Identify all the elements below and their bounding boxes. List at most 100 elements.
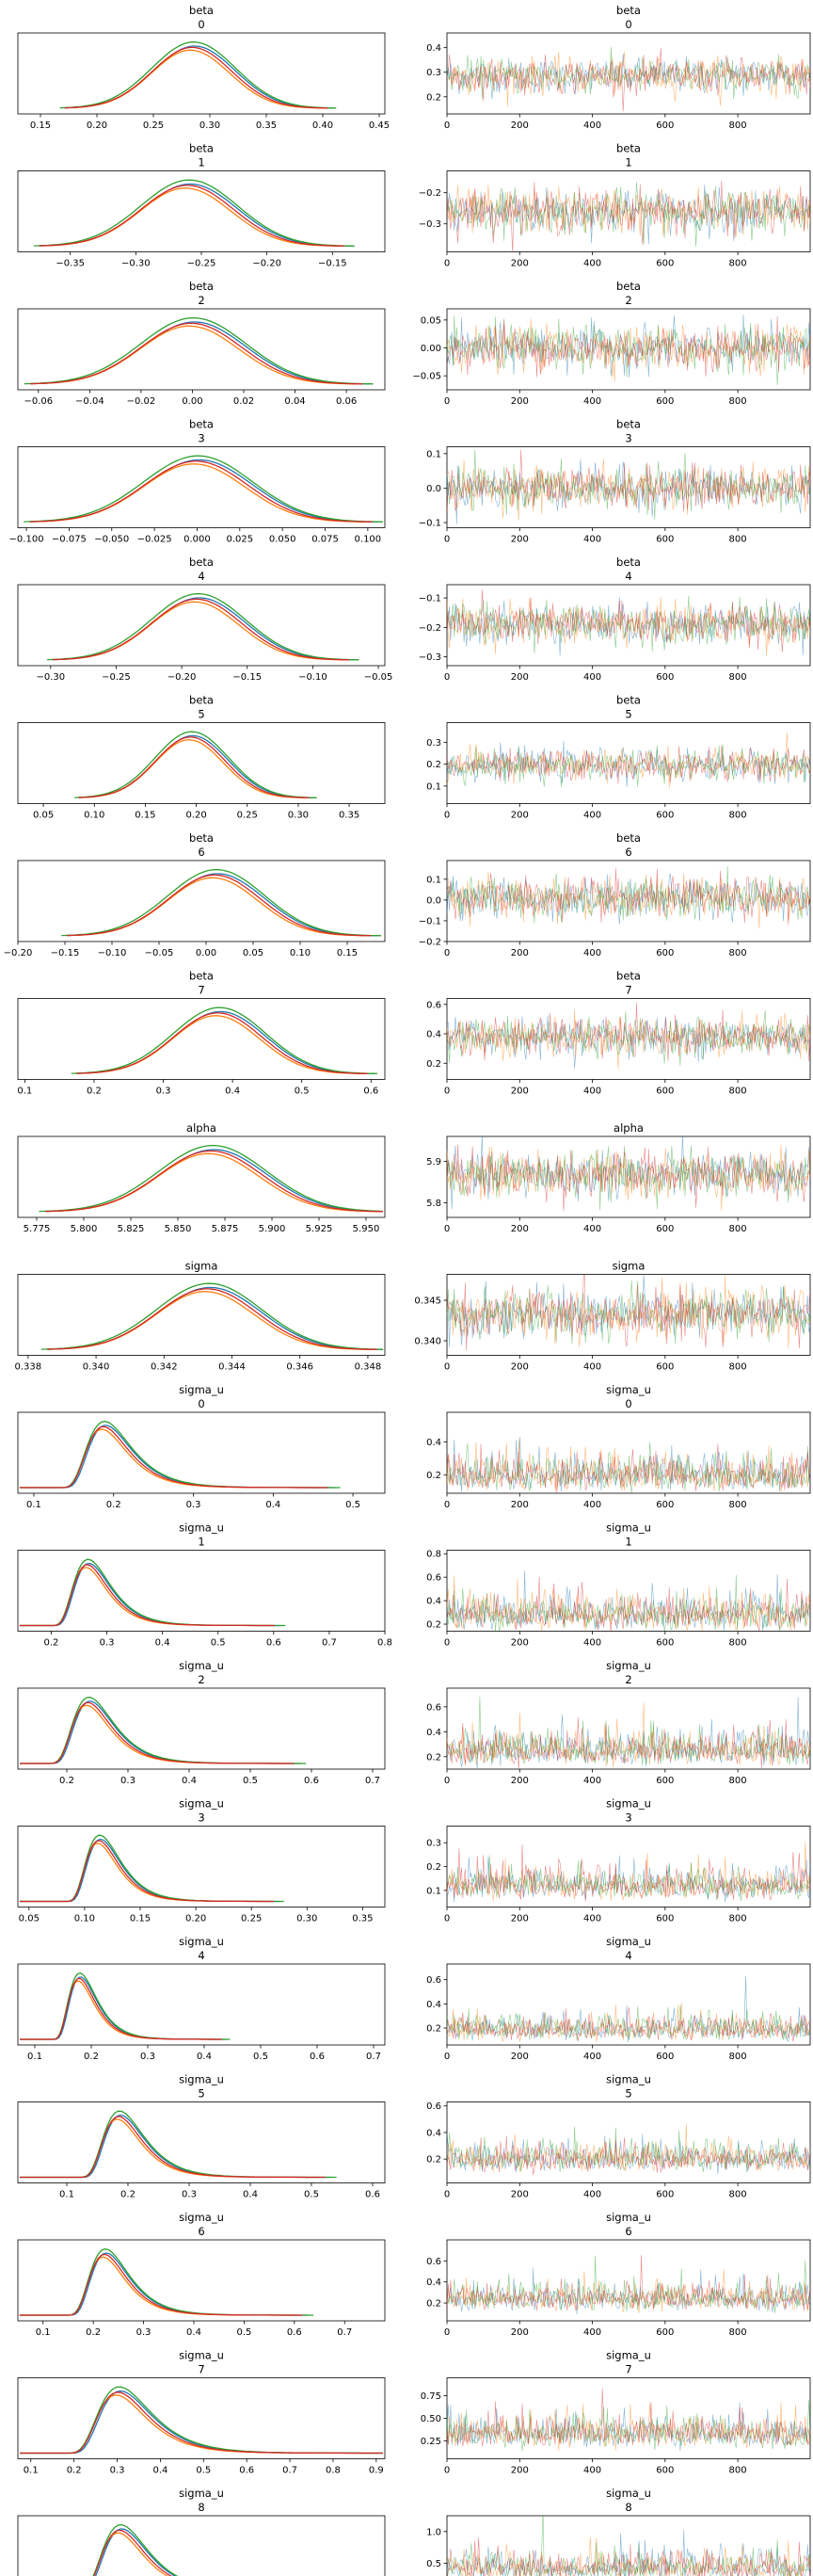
row-12 — [17, 1687, 811, 1773]
trace-ytick-label-13-2: 0.3 — [426, 1839, 441, 1849]
kde-line-6-chain-0 — [66, 873, 378, 937]
kde-xtick-label-14-2: 0.3 — [140, 2052, 155, 2062]
kde-axes-6 — [17, 860, 386, 942]
kde-line-2-chain-0 — [30, 321, 370, 385]
row-18 — [17, 2515, 811, 2576]
kde-xtick-label-16-2: 0.3 — [136, 2327, 151, 2338]
trace-line-18-chain-3 — [447, 2537, 810, 2576]
kde-axes-11 — [17, 1550, 386, 1632]
kde-xtick-label-13-1: 0.10 — [74, 1914, 95, 1924]
kde-subtitle-5: 5 — [198, 708, 204, 721]
kde-line-0-chain-1 — [65, 49, 324, 109]
trace-ytick-label-13-1: 0.2 — [426, 1862, 441, 1873]
kde-xtick-label-9-3: 0.344 — [218, 1362, 246, 1373]
trace-ytick-label-4-0: −0.3 — [419, 652, 441, 663]
trace-xtick-label-5-1: 200 — [511, 811, 529, 821]
kde-line-0-chain-2 — [59, 41, 337, 109]
trace-title-5: beta — [616, 694, 641, 707]
kde-xtick-label-15-5: 0.6 — [365, 2190, 380, 2200]
trace-xtick-label-3-0: 0 — [444, 535, 450, 545]
trace-axes-17 — [446, 2377, 811, 2459]
trace-ytick-label-13-0: 0.1 — [426, 1886, 441, 1896]
kde-line-18-chain-1 — [92, 2532, 168, 2576]
trace-xtick-label-16-3: 600 — [656, 2327, 674, 2338]
trace-xtick-label-12-4: 800 — [729, 1776, 747, 1786]
kde-axes-13 — [17, 1826, 386, 1908]
trace-subtitle-18: 8 — [625, 2501, 631, 2514]
trace-title-8: alpha — [614, 1121, 644, 1135]
kde-line-4-chain-1 — [54, 601, 344, 661]
kde-xtick-label-5-0: 0.05 — [33, 811, 54, 821]
kde-line-7-chain-1 — [77, 1015, 363, 1074]
kde-line-7-chain-2 — [71, 1006, 377, 1074]
kde-xtick-label-16-6: 0.7 — [337, 2327, 352, 2338]
trace-line-5-chain-2 — [447, 744, 810, 787]
kde-line-6-chain-2 — [61, 869, 382, 937]
kde-line-13-chain-2 — [19, 1834, 284, 1903]
kde-xtick-label-13-3: 0.20 — [185, 1914, 206, 1924]
trace-ytick-label-12-0: 0.2 — [426, 1752, 441, 1763]
trace-xtick-label-8-0: 0 — [444, 1224, 450, 1234]
kde-xtick-label-0-5: 0.40 — [312, 121, 333, 131]
trace-subtitle-12: 2 — [625, 1673, 631, 1686]
kde-xtick-label-12-4: 0.6 — [304, 1776, 319, 1786]
trace-subtitle-14: 4 — [625, 1949, 631, 1962]
kde-xtick-label-9-4: 0.346 — [286, 1362, 313, 1373]
trace-ytick-label-11-0: 0.2 — [426, 1620, 441, 1631]
kde-line-3-chain-3 — [29, 460, 373, 523]
trace-xtick-label-14-1: 200 — [511, 2052, 529, 2062]
trace-title-2: beta — [616, 280, 641, 293]
trace-title-6: beta — [616, 831, 641, 845]
trace-line-6-chain-3 — [447, 868, 810, 926]
kde-title-2: beta — [189, 280, 214, 293]
kde-xtick-label-2-2: −0.02 — [127, 396, 156, 407]
kde-xtick-label-15-3: 0.4 — [243, 2190, 258, 2200]
trace-title-11: sigma_u — [606, 1521, 651, 1535]
trace-xtick-label-5-0: 0 — [444, 811, 450, 821]
trace-xtick-label-14-2: 400 — [583, 2052, 601, 2062]
kde-title-9: sigma — [185, 1260, 218, 1273]
kde-xtick-label-16-0: 0.1 — [36, 2327, 51, 2338]
kde-xtick-label-1-3: −0.20 — [252, 259, 281, 269]
kde-xtick-label-16-1: 0.2 — [86, 2327, 101, 2338]
kde-line-18-chain-0 — [94, 2528, 176, 2576]
kde-title-6: beta — [189, 831, 214, 845]
trace-ytick-label-7-0: 0.2 — [426, 1059, 441, 1070]
kde-line-11-chain-3 — [19, 1564, 276, 1627]
trace-line-1-chain-3 — [447, 180, 810, 252]
trace-axes-18 — [446, 2515, 811, 2576]
kde-xtick-label-15-0: 0.1 — [59, 2190, 74, 2200]
trace-line-9-chain-2 — [447, 1280, 810, 1344]
trace-xtick-label-3-3: 600 — [656, 535, 674, 545]
trace-xtick-label-12-2: 400 — [583, 1776, 601, 1786]
trace-axes-0 — [446, 32, 811, 115]
row-17 — [17, 2377, 811, 2462]
trace-ytick-label-6-0: −0.2 — [419, 938, 441, 948]
kde-title-10: sigma_u — [179, 1383, 224, 1396]
kde-xtick-label-11-3: 0.5 — [211, 1638, 226, 1649]
row-6 — [17, 860, 811, 945]
trace-xtick-label-14-4: 800 — [729, 2052, 747, 2062]
kde-xtick-label-10-1: 0.2 — [106, 1500, 121, 1510]
trace-subtitle-11: 1 — [625, 1536, 631, 1549]
kde-line-8-chain-3 — [45, 1150, 384, 1213]
trace-xtick-label-7-4: 800 — [729, 1087, 747, 1097]
trace-ytick-label-16-2: 0.6 — [426, 2257, 441, 2267]
trace-xtick-label-6-2: 400 — [583, 948, 601, 958]
trace-xtick-label-2-0: 0 — [444, 396, 450, 407]
kde-xtick-label-11-0: 0.2 — [44, 1638, 59, 1649]
kde-line-7-chain-0 — [76, 1010, 374, 1074]
kde-axes-9 — [17, 1274, 386, 1356]
trace-line-16-chain-3 — [447, 2255, 810, 2311]
trace-subtitle-1: 1 — [625, 156, 631, 169]
kde-xtick-label-8-1: 5.800 — [71, 1224, 98, 1234]
trace-line-8-chain-3 — [447, 1144, 810, 1212]
kde-subtitle-7: 7 — [198, 984, 204, 997]
trace-xtick-label-8-4: 800 — [729, 1224, 747, 1234]
kde-axes-7 — [17, 998, 386, 1080]
trace-line-16-chain-1 — [447, 2269, 810, 2313]
kde-line-12-chain-1 — [20, 1704, 290, 1764]
kde-xtick-label-0-6: 0.45 — [369, 121, 390, 131]
kde-xtick-label-16-4: 0.5 — [236, 2327, 251, 2338]
trace-xtick-label-16-0: 0 — [444, 2327, 450, 2338]
